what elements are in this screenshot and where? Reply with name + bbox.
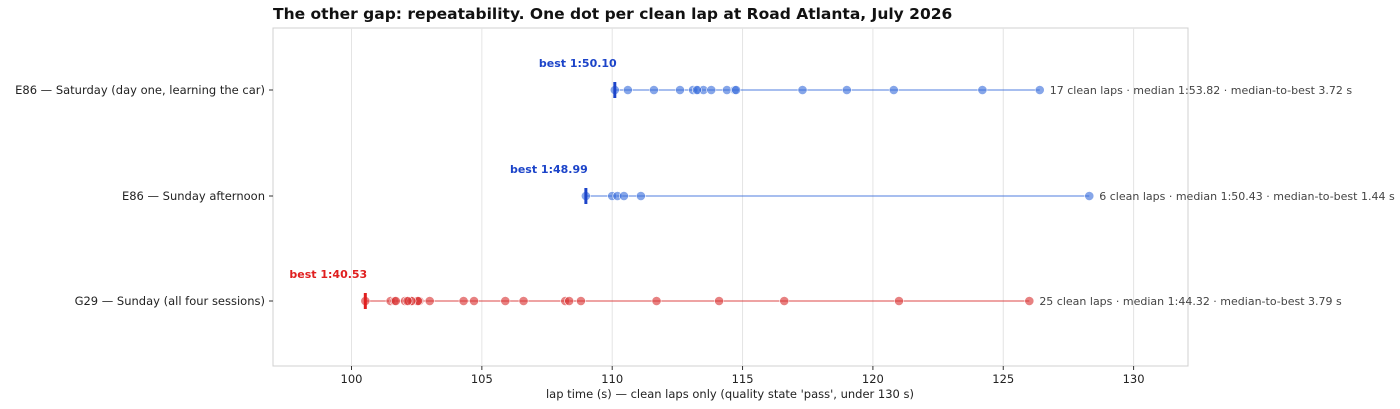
lap-dot <box>731 85 741 95</box>
lap-dot <box>518 296 529 306</box>
lap-dot <box>888 85 899 95</box>
y-category-label: E86 — Sunday afternoon <box>122 189 265 203</box>
lap-dot <box>797 85 808 95</box>
lap-dot <box>458 296 469 306</box>
lap-dot <box>576 296 586 306</box>
series-summary-label: 6 clean laps · median 1:50.43 · median-t… <box>1099 190 1395 203</box>
lap-dot <box>500 296 511 306</box>
best-lap-label: best 1:40.53 <box>289 268 367 281</box>
x-tick-label: 120 <box>862 372 884 386</box>
series-summary-label: 17 clean laps · median 1:53.82 · median-… <box>1050 84 1353 97</box>
y-category-label: E86 — Saturday (day one, learning the ca… <box>15 83 265 97</box>
lap-dot <box>469 296 479 306</box>
lap-dot <box>402 296 413 306</box>
y-category-label: G29 — Sunday (all four sessions) <box>75 294 265 308</box>
lap-dot <box>1024 296 1035 306</box>
lap-dot <box>779 296 790 306</box>
lap-dot <box>564 296 575 306</box>
x-tick-label: 125 <box>992 372 1014 386</box>
x-axis: 100 105 110 115 120 125 130 <box>341 366 1145 386</box>
plot-area <box>272 27 1189 367</box>
lap-dot <box>649 85 659 95</box>
chart-title: The other gap: repeatability. One dot pe… <box>273 5 953 23</box>
lap-dot <box>622 85 633 95</box>
lap-dot <box>706 85 717 95</box>
lap-dot <box>424 296 435 306</box>
x-axis-label: lap time (s) — clean laps only (quality … <box>546 387 914 401</box>
lap-dot <box>619 191 629 201</box>
x-tick-label: 110 <box>601 372 623 386</box>
series-summary-label: 25 clean laps · median 1:44.32 · median-… <box>1039 295 1342 308</box>
lap-dot <box>841 85 852 95</box>
best-lap-label: best 1:48.99 <box>510 163 588 176</box>
lap-dot <box>894 296 904 306</box>
series-layer: E86 — Saturday (day one, learning the ca… <box>15 57 1395 309</box>
lap-dot <box>635 191 646 201</box>
x-tick-label: 130 <box>1123 372 1145 386</box>
lap-dot <box>714 296 724 306</box>
lap-dot <box>1034 85 1045 95</box>
lap-dot <box>675 85 685 95</box>
x-tick-label: 105 <box>471 372 493 386</box>
x-tick-label: 100 <box>341 372 363 386</box>
lap-dot <box>692 85 702 95</box>
lap-dot <box>651 296 662 306</box>
lap-dot <box>977 85 988 95</box>
x-tick-label: 115 <box>732 372 754 386</box>
lap-dot <box>390 296 401 306</box>
lap-dot <box>1084 191 1095 201</box>
best-lap-label: best 1:50.10 <box>539 57 617 70</box>
